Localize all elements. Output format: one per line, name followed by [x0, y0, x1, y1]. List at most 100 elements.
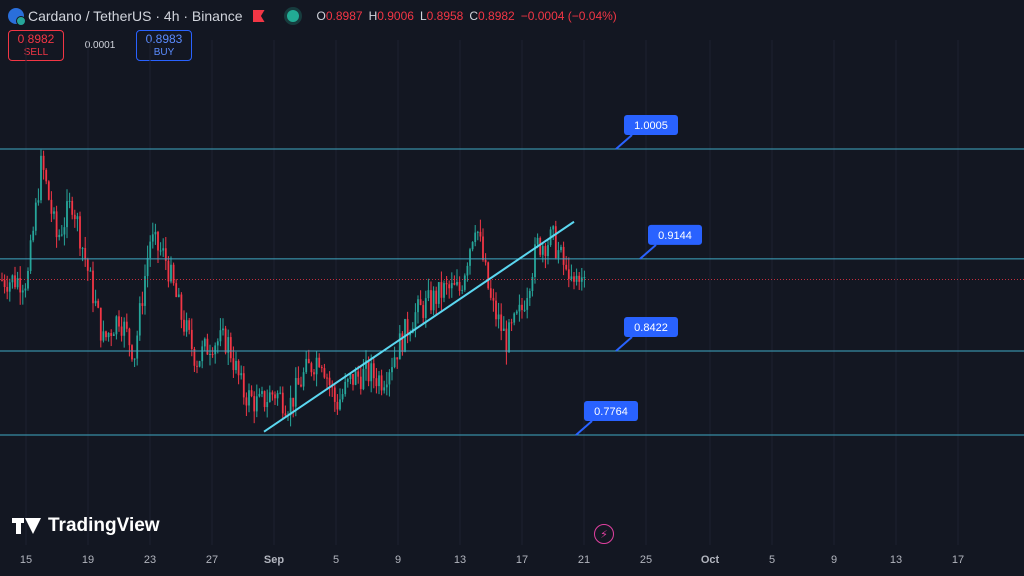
buy-price: 0.8983 — [145, 31, 183, 46]
level-tag[interactable]: 0.7764 — [575, 401, 638, 436]
tradingview-logo[interactable]: TradingView — [12, 515, 160, 537]
candle-body — [515, 311, 518, 314]
candle-body — [274, 394, 276, 399]
candle-body — [81, 248, 84, 250]
candle-body — [206, 338, 209, 355]
sell-price: 0.8982 — [17, 31, 55, 46]
candle-body — [375, 378, 378, 387]
candle-body — [406, 319, 409, 336]
candle-body — [352, 373, 354, 385]
candle-body — [40, 155, 42, 201]
x-tick-label: 13 — [454, 554, 466, 566]
candle-body — [328, 377, 331, 385]
candle-body — [144, 276, 146, 306]
level-tag-label: 0.9144 — [658, 230, 692, 242]
candle-body — [531, 277, 534, 292]
level-tag-label: 1.0005 — [634, 120, 668, 132]
level-tag[interactable]: 0.9144 — [639, 224, 702, 260]
candle-body — [385, 384, 388, 388]
candle-body — [141, 303, 144, 306]
levels: 1.0005 0.9144 0.8422 0.7764 — [0, 115, 1024, 436]
candle-body — [14, 275, 16, 288]
candle-body — [534, 244, 536, 278]
level-tag-box — [584, 401, 638, 421]
candle-body — [211, 354, 214, 356]
candle-body — [495, 300, 497, 320]
x-tick-label: 27 — [206, 554, 218, 566]
candle-body — [149, 241, 152, 258]
x-tick-label: 5 — [333, 554, 339, 566]
candle-body — [11, 275, 14, 283]
candle-body — [266, 402, 269, 408]
candle-body — [341, 394, 344, 400]
candle-body — [388, 372, 391, 385]
candle-body — [339, 399, 341, 410]
candle-body — [526, 298, 529, 310]
spread-value: 0.0001 — [84, 40, 116, 51]
candle-body — [63, 227, 66, 235]
candle-body — [575, 275, 578, 282]
candle-body — [344, 381, 347, 395]
trendline[interactable] — [263, 220, 575, 433]
flag-icon[interactable] — [252, 10, 265, 22]
candle-body — [437, 282, 440, 304]
candle-body — [482, 236, 484, 260]
candle-body — [76, 216, 79, 220]
level-tag-pointer — [575, 420, 593, 436]
candle-body — [19, 278, 22, 293]
candle-body — [292, 397, 295, 407]
candle-body — [401, 333, 404, 352]
x-tick-label: 21 — [578, 554, 590, 566]
candle-body — [476, 231, 479, 233]
candle-body — [131, 345, 133, 360]
sell-label: SELL — [23, 46, 49, 58]
candle-body — [209, 354, 211, 356]
candle-body — [242, 373, 245, 398]
candle-body — [112, 334, 115, 336]
candle-body — [253, 396, 256, 412]
candle-body — [326, 377, 328, 379]
candle-body — [419, 299, 422, 306]
candle-body — [359, 376, 362, 390]
candle-body — [313, 372, 315, 375]
candle-body — [240, 373, 243, 376]
candle-body — [536, 237, 539, 245]
candle-body — [305, 358, 308, 373]
candle-body — [115, 316, 118, 335]
candle-body — [497, 314, 500, 320]
candle-body — [297, 378, 300, 385]
x-tick-label: 19 — [82, 554, 94, 566]
candle-body — [250, 390, 253, 397]
candle-body — [86, 259, 89, 271]
symbol-title[interactable]: Cardano / TetherUS · 4h · Binance — [28, 8, 243, 24]
candle-body — [107, 333, 110, 338]
close-value: 0.8982 — [478, 9, 515, 23]
candle-body — [432, 290, 435, 311]
candle-body — [443, 283, 445, 298]
candle-body — [120, 326, 123, 336]
candle-body — [422, 305, 425, 318]
candle-body — [578, 275, 581, 282]
candle-body — [539, 237, 542, 255]
level-tag[interactable]: 0.8422 — [615, 317, 678, 352]
candle-body — [513, 313, 516, 323]
candle-body — [136, 335, 139, 359]
candle-body — [154, 231, 157, 235]
candle-body — [42, 155, 45, 170]
candle-body — [222, 328, 224, 331]
candle-body — [294, 378, 297, 407]
x-tick-label: Oct — [701, 554, 720, 566]
candle-body — [203, 338, 206, 347]
candle-body — [263, 391, 266, 408]
cardano-icon — [8, 8, 26, 26]
buy-button[interactable]: 0.8983 BUY — [136, 30, 192, 61]
candle-body — [487, 262, 490, 289]
candle-body — [336, 401, 339, 410]
level-tag[interactable]: 1.0005 — [615, 115, 678, 150]
candle-body — [510, 322, 513, 324]
sell-button[interactable]: 0.8982 SELL — [8, 30, 64, 61]
lightning-icon[interactable]: ⚡ — [594, 524, 614, 544]
ohlc-readout: O 0.8987 H 0.9006 L 0.8958 C 0.8982 −0.0004 … — [316, 9, 617, 23]
tradingview-logo-icon — [12, 518, 42, 534]
